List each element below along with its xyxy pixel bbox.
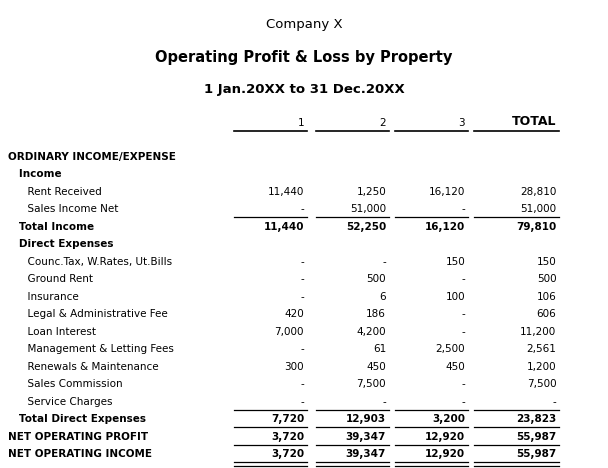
Text: 1: 1 bbox=[297, 118, 304, 128]
Text: 12,903: 12,903 bbox=[346, 414, 386, 424]
Text: 79,810: 79,810 bbox=[516, 222, 556, 232]
Text: -: - bbox=[461, 204, 465, 214]
Text: 11,440: 11,440 bbox=[268, 187, 304, 197]
Text: 106: 106 bbox=[537, 292, 556, 302]
Text: 7,500: 7,500 bbox=[527, 379, 556, 389]
Text: 11,440: 11,440 bbox=[263, 222, 304, 232]
Text: 3: 3 bbox=[458, 118, 465, 128]
Text: 3,200: 3,200 bbox=[432, 414, 465, 424]
Text: 7,500: 7,500 bbox=[356, 379, 386, 389]
Text: 500: 500 bbox=[537, 274, 556, 284]
Text: 39,347: 39,347 bbox=[346, 449, 386, 459]
Text: Loan Interest: Loan Interest bbox=[8, 327, 96, 337]
Text: Total Direct Expenses: Total Direct Expenses bbox=[8, 414, 146, 424]
Text: Direct Expenses: Direct Expenses bbox=[8, 239, 114, 249]
Text: Total Income: Total Income bbox=[8, 222, 94, 232]
Text: Service Charges: Service Charges bbox=[8, 397, 112, 407]
Text: 4,200: 4,200 bbox=[356, 327, 386, 337]
Text: 500: 500 bbox=[367, 274, 386, 284]
Text: 23,823: 23,823 bbox=[516, 414, 556, 424]
Text: 55,987: 55,987 bbox=[516, 432, 556, 442]
Text: 51,000: 51,000 bbox=[350, 204, 386, 214]
Text: Legal & Administrative Fee: Legal & Administrative Fee bbox=[8, 309, 168, 319]
Text: Company X: Company X bbox=[266, 18, 342, 31]
Text: -: - bbox=[461, 397, 465, 407]
Text: 28,810: 28,810 bbox=[520, 187, 556, 197]
Text: 6: 6 bbox=[379, 292, 386, 302]
Text: 51,000: 51,000 bbox=[520, 204, 556, 214]
Text: Insurance: Insurance bbox=[8, 292, 79, 302]
Text: Operating Profit & Loss by Property: Operating Profit & Loss by Property bbox=[155, 50, 453, 65]
Text: ORDINARY INCOME/EXPENSE: ORDINARY INCOME/EXPENSE bbox=[8, 152, 176, 162]
Text: 39,347: 39,347 bbox=[346, 432, 386, 442]
Text: 3,720: 3,720 bbox=[271, 449, 304, 459]
Text: -: - bbox=[300, 257, 304, 267]
Text: Counc.Tax, W.Rates, Ut.Bills: Counc.Tax, W.Rates, Ut.Bills bbox=[8, 257, 172, 267]
Text: -: - bbox=[382, 257, 386, 267]
Text: 150: 150 bbox=[446, 257, 465, 267]
Text: Income: Income bbox=[8, 169, 61, 179]
Text: 52,250: 52,250 bbox=[346, 222, 386, 232]
Text: -: - bbox=[300, 379, 304, 389]
Text: -: - bbox=[300, 204, 304, 214]
Text: 100: 100 bbox=[446, 292, 465, 302]
Text: -: - bbox=[300, 292, 304, 302]
Text: 420: 420 bbox=[285, 309, 304, 319]
Text: -: - bbox=[461, 327, 465, 337]
Text: 450: 450 bbox=[367, 362, 386, 372]
Text: 606: 606 bbox=[537, 309, 556, 319]
Text: 2,500: 2,500 bbox=[435, 344, 465, 354]
Text: 11,200: 11,200 bbox=[520, 327, 556, 337]
Text: 1,200: 1,200 bbox=[527, 362, 556, 372]
Text: -: - bbox=[553, 397, 556, 407]
Text: 61: 61 bbox=[373, 344, 386, 354]
Text: -: - bbox=[382, 397, 386, 407]
Text: 300: 300 bbox=[285, 362, 304, 372]
Text: 2: 2 bbox=[379, 118, 386, 128]
Text: 1,250: 1,250 bbox=[356, 187, 386, 197]
Text: NET OPERATING INCOME: NET OPERATING INCOME bbox=[8, 449, 152, 459]
Text: 16,120: 16,120 bbox=[425, 222, 465, 232]
Text: -: - bbox=[461, 379, 465, 389]
Text: TOTAL: TOTAL bbox=[512, 115, 556, 128]
Text: Rent Received: Rent Received bbox=[8, 187, 102, 197]
Text: 12,920: 12,920 bbox=[425, 432, 465, 442]
Text: -: - bbox=[461, 309, 465, 319]
Text: 16,120: 16,120 bbox=[429, 187, 465, 197]
Text: Renewals & Maintenance: Renewals & Maintenance bbox=[8, 362, 159, 372]
Text: 150: 150 bbox=[537, 257, 556, 267]
Text: -: - bbox=[461, 274, 465, 284]
Text: Management & Letting Fees: Management & Letting Fees bbox=[8, 344, 174, 354]
Text: 450: 450 bbox=[446, 362, 465, 372]
Text: -: - bbox=[300, 397, 304, 407]
Text: 7,000: 7,000 bbox=[274, 327, 304, 337]
Text: 2,561: 2,561 bbox=[527, 344, 556, 354]
Text: Ground Rent: Ground Rent bbox=[8, 274, 93, 284]
Text: 12,920: 12,920 bbox=[425, 449, 465, 459]
Text: 186: 186 bbox=[366, 309, 386, 319]
Text: -: - bbox=[300, 274, 304, 284]
Text: Sales Income Net: Sales Income Net bbox=[8, 204, 119, 214]
Text: NET OPERATING PROFIT: NET OPERATING PROFIT bbox=[8, 432, 148, 442]
Text: 3,720: 3,720 bbox=[271, 432, 304, 442]
Text: 7,720: 7,720 bbox=[271, 414, 304, 424]
Text: Sales Commission: Sales Commission bbox=[8, 379, 123, 389]
Text: -: - bbox=[300, 344, 304, 354]
Text: 1 Jan.20XX to 31 Dec.20XX: 1 Jan.20XX to 31 Dec.20XX bbox=[204, 83, 404, 96]
Text: 55,987: 55,987 bbox=[516, 449, 556, 459]
